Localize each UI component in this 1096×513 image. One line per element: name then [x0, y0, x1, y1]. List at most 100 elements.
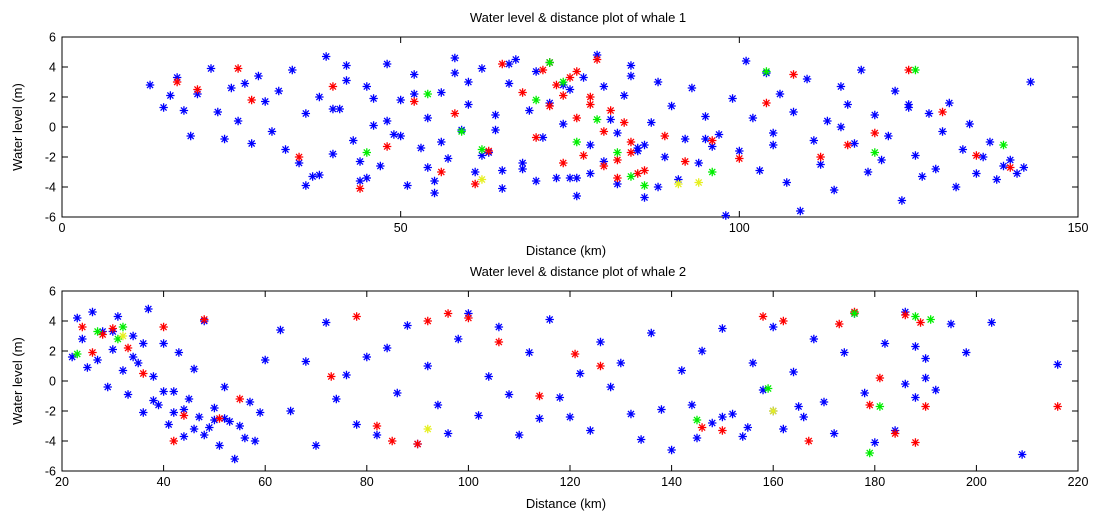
data-point — [857, 65, 866, 75]
data-point — [362, 82, 371, 91]
data-point — [545, 101, 554, 111]
data-point — [918, 172, 927, 181]
data-point — [504, 390, 514, 399]
data-point — [498, 166, 507, 175]
data-point — [200, 430, 209, 440]
plot-area — [61, 36, 1079, 218]
data-point — [565, 73, 575, 82]
data-point — [372, 421, 382, 431]
data-point — [498, 184, 507, 193]
data-point — [423, 113, 432, 123]
data-point — [437, 88, 446, 97]
data-point — [227, 83, 236, 93]
data-point — [559, 77, 568, 87]
data-point — [73, 313, 82, 323]
data-point — [464, 309, 473, 318]
data-point — [474, 411, 483, 420]
data-point — [477, 64, 487, 73]
data-point — [616, 358, 625, 368]
y-tick-label: 4 — [49, 315, 56, 329]
data-point — [491, 110, 500, 120]
data-point — [250, 436, 260, 446]
data-point — [538, 65, 548, 75]
data-point — [779, 316, 788, 326]
data-point — [159, 339, 168, 348]
data-point — [362, 148, 371, 157]
data-point — [962, 348, 971, 357]
x-tick-label: 100 — [458, 475, 479, 489]
data-point — [274, 86, 283, 96]
data-point — [762, 98, 771, 108]
data-point — [775, 89, 785, 99]
data-point — [552, 173, 561, 183]
data-point — [769, 140, 778, 150]
data-point — [184, 394, 194, 404]
data-point — [559, 91, 568, 100]
data-point — [335, 104, 344, 114]
data-point — [413, 439, 422, 449]
data-point — [88, 348, 97, 357]
data-point — [247, 95, 256, 105]
x-tick-label: 180 — [864, 475, 885, 489]
data-point — [718, 324, 727, 333]
data-point — [660, 131, 670, 141]
data-point — [355, 184, 365, 193]
data-point — [233, 116, 243, 126]
data-point — [518, 158, 527, 168]
data-point — [626, 61, 636, 70]
data-point — [657, 405, 666, 414]
data-point — [633, 143, 642, 153]
data-point — [247, 139, 256, 148]
data-point — [647, 328, 656, 338]
data-point — [721, 211, 730, 220]
data-point — [535, 391, 544, 401]
data-point — [694, 158, 703, 168]
data-point — [128, 331, 138, 341]
data-point — [494, 337, 504, 347]
data-point — [73, 349, 82, 359]
data-point — [174, 348, 184, 357]
data-point — [836, 82, 846, 91]
data-point — [450, 68, 460, 78]
data-point — [992, 175, 1001, 184]
data-point — [294, 158, 304, 168]
data-point — [531, 67, 541, 76]
data-point — [403, 321, 412, 330]
data-points — [145, 50, 1035, 220]
chart-title: Water level & distance plot of whale 2 — [470, 264, 686, 279]
data-point — [118, 322, 128, 332]
data-point — [128, 352, 138, 362]
data-point — [880, 339, 890, 348]
data-point — [464, 100, 473, 109]
data-point — [809, 334, 819, 344]
data-point — [586, 140, 595, 150]
data-point — [443, 429, 453, 438]
data-point — [640, 166, 649, 175]
data-point — [535, 414, 544, 423]
data-point — [565, 85, 575, 94]
data-point — [382, 116, 392, 126]
data-point — [921, 354, 930, 363]
data-point — [286, 406, 295, 416]
data-point — [389, 130, 399, 139]
data-point — [769, 322, 778, 332]
data-point — [875, 402, 885, 411]
data-point — [613, 155, 622, 165]
data-point — [972, 151, 981, 160]
data-point — [437, 167, 446, 177]
data-point — [613, 173, 622, 183]
data-point — [592, 50, 602, 60]
x-tick-label: 140 — [661, 475, 682, 489]
data-point — [352, 312, 361, 321]
data-point — [572, 113, 581, 123]
data-point — [355, 176, 365, 186]
data-point — [393, 388, 402, 398]
data-point — [464, 77, 473, 87]
data-point — [504, 79, 514, 88]
data-point — [179, 405, 189, 414]
data-point — [653, 77, 663, 87]
data-point — [911, 65, 920, 75]
data-point — [987, 318, 996, 327]
data-point — [789, 107, 798, 117]
data-point — [921, 402, 930, 411]
